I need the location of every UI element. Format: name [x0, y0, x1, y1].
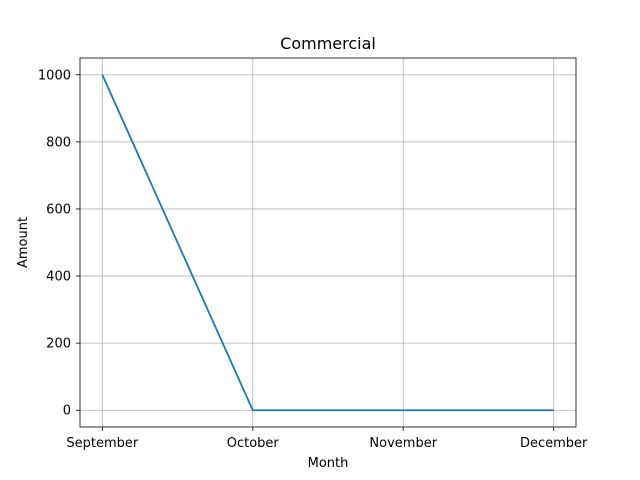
series-line [101, 74, 554, 412]
x-tick-label: December [520, 436, 588, 451]
x-tick-label: November [369, 436, 437, 451]
axis-ticks: September October November December 0 200 400 6… [38, 68, 588, 451]
x-axis-label: Month [308, 456, 349, 471]
y-tick-label: 800 [46, 135, 71, 150]
y-tick-label: 600 [46, 202, 71, 217]
x-tick-label: September [66, 436, 139, 451]
y-tick-label: 200 [46, 337, 71, 352]
y-tick-label: 1000 [38, 68, 71, 83]
y-axis-label: Amount [16, 217, 31, 268]
y-tick-label: 0 [63, 404, 71, 419]
y-tick-label: 400 [46, 270, 71, 285]
plot-area-frame [79, 57, 577, 428]
series-layer [101, 74, 554, 412]
x-tick-label: October [227, 436, 280, 451]
chart-title: Commercial [280, 34, 376, 53]
